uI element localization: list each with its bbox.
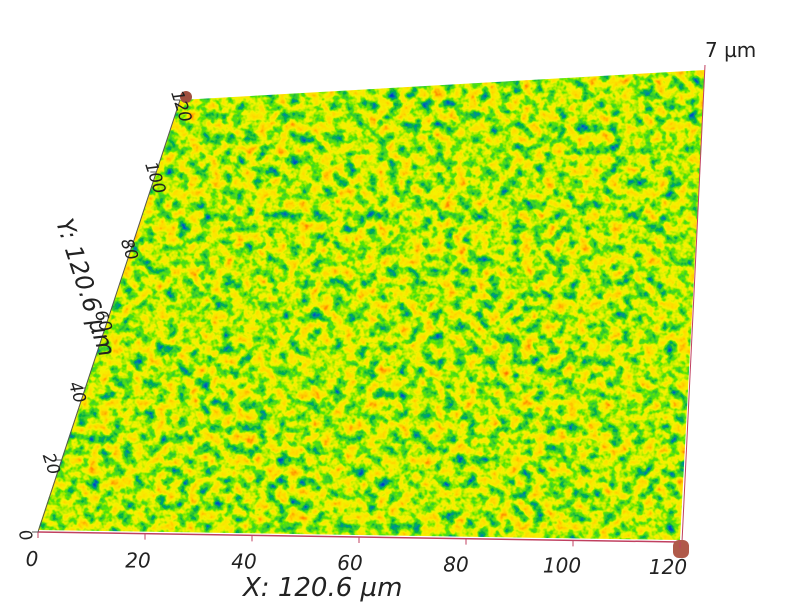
z-axis-label: 7 µm xyxy=(705,38,756,62)
x-tick-label: 0 xyxy=(26,547,39,571)
x-tick-label: 100 xyxy=(543,554,581,578)
x-tick-label: 40 xyxy=(231,550,256,574)
y-tick-label: 120 xyxy=(166,88,195,125)
y-tick-label: 0 xyxy=(14,527,36,543)
x-tick-label: 60 xyxy=(337,551,362,575)
corner-marker xyxy=(180,91,192,103)
x-axis-label: X: 120.6 µm xyxy=(241,573,402,603)
y-axis-label: Y: 120.6 µm xyxy=(50,215,121,360)
x-tick-label: 120 xyxy=(649,555,687,579)
z-axis-line xyxy=(681,64,706,543)
height-texture xyxy=(38,70,705,540)
x-tick-label: 80 xyxy=(443,552,468,576)
height-map xyxy=(38,70,705,540)
x-tick-label: 20 xyxy=(125,548,150,572)
corner-marker xyxy=(673,540,689,558)
